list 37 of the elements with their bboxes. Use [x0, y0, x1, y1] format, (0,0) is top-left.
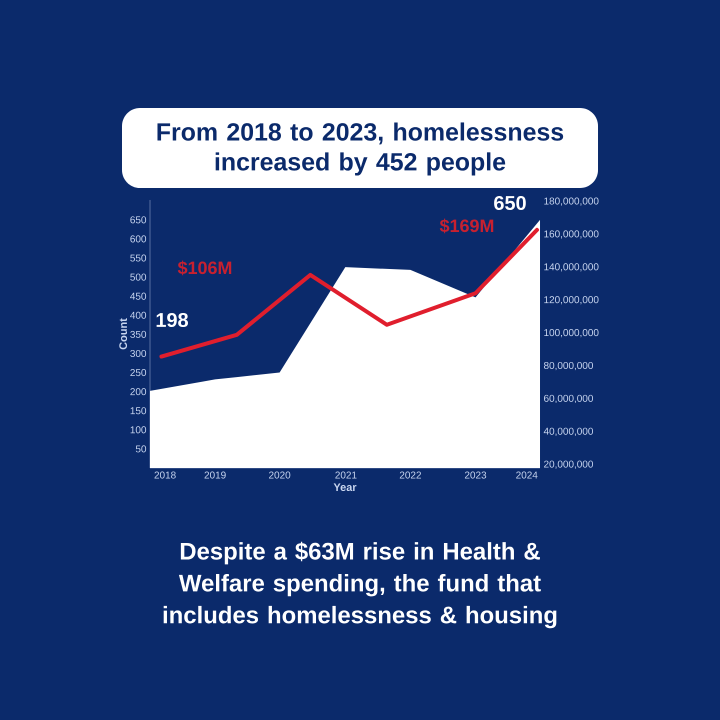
x-tick-label: 2019: [204, 472, 226, 479]
y-tick-label: 100: [130, 426, 146, 434]
y2-tick-label: 40,000,000: [544, 428, 594, 436]
y-axis-title: Count: [119, 318, 128, 350]
annotation: 198: [156, 312, 188, 328]
y-tick-label: 200: [130, 388, 146, 396]
x-tick-label: 2022: [400, 472, 421, 479]
y2-tick-label: 120,000,000: [544, 296, 599, 304]
x-tick-label: 2023: [464, 472, 486, 479]
y-tick-label: 500: [130, 274, 146, 281]
text: Despite a $63M rise in Health & Welfare spending, the fund that includes homelessness & housing: [164, 542, 556, 628]
y-tick-label: 400: [130, 312, 146, 319]
y2-tick-label: 180,000,000: [544, 198, 599, 206]
y-tick-label: 250: [130, 369, 146, 376]
y-tick-label: 50: [136, 445, 146, 452]
x-tick-label: 2024: [516, 472, 538, 479]
x-tick-label: 2020: [269, 472, 290, 479]
y2-tick-label: 80,000,000: [544, 362, 594, 370]
x-tick-label: 2018: [154, 472, 176, 479]
y2-tick-label: 100,000,000: [544, 329, 599, 338]
y-tick-label: 600: [130, 235, 146, 242]
y-tick-label: 150: [130, 407, 146, 414]
annotation: $169M: [440, 218, 494, 234]
y2-tick-label: 60,000,000: [544, 394, 594, 404]
y-tick-label: 300: [130, 350, 146, 357]
chart-title: From 2018 to 2023, homelessness increased by 452 people: [157, 122, 564, 176]
y-tick-label: 450: [130, 292, 146, 300]
annotation: 650: [494, 196, 526, 210]
y2-tick-label: 140,000,000: [544, 263, 599, 272]
y-tick-label: 350: [130, 330, 146, 338]
annotation: $106M: [178, 260, 232, 276]
y-tick-label: 550: [130, 254, 146, 262]
x-tick-label: 2021: [335, 472, 357, 479]
x-axis-title: Year: [334, 483, 356, 492]
y2-tick-label: 20,000,000: [544, 460, 594, 469]
y-tick-label: 650: [130, 216, 146, 224]
y2-tick-label: 160,000,000: [544, 230, 599, 239]
